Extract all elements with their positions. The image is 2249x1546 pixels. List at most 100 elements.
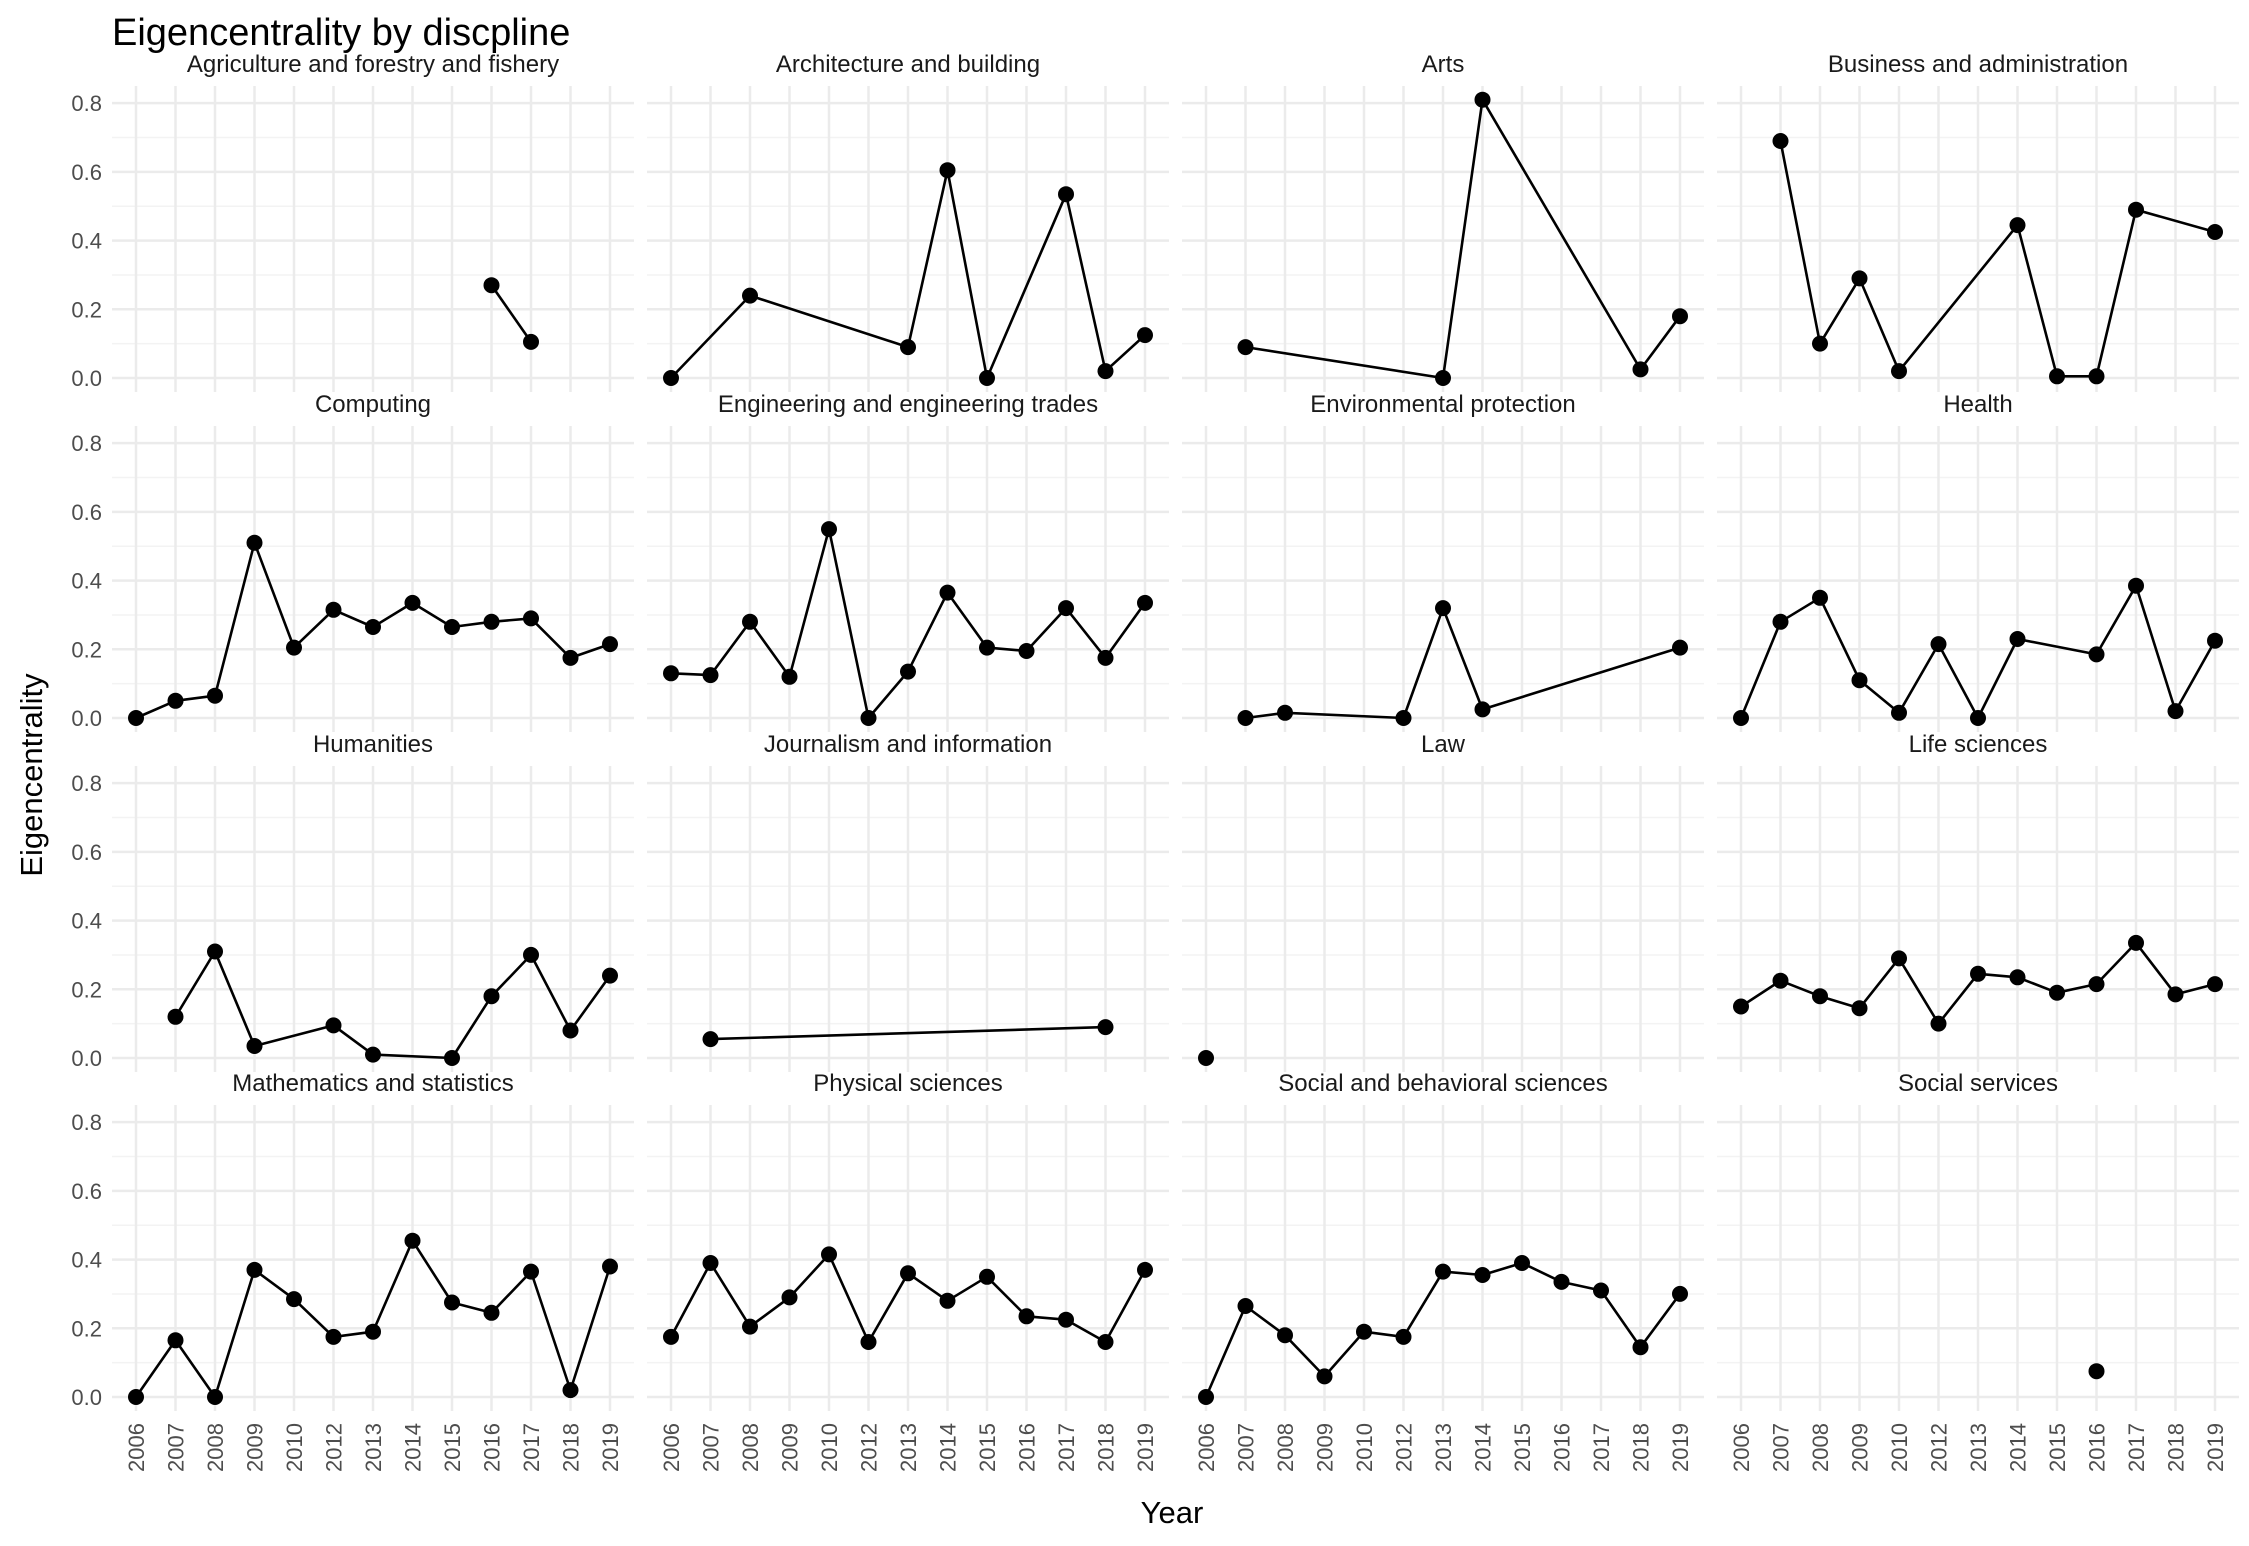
data-point — [742, 287, 758, 304]
data-point — [742, 1318, 758, 1335]
x-tick-label: 2013 — [896, 1423, 921, 1472]
x-tick-label: 2019 — [598, 1423, 623, 1472]
data-point — [1851, 1000, 1868, 1017]
y-tick-label: 0.4 — [71, 909, 102, 934]
x-tick-label: 2015 — [2045, 1423, 2070, 1472]
data-point — [523, 946, 539, 963]
data-point — [1058, 600, 1074, 617]
panel-title: Social and behavioral sciences — [1278, 1070, 1608, 1097]
panel: Business and administration — [1717, 51, 2239, 392]
panel-title: Business and administration — [1828, 51, 2128, 78]
panel: Mathematics and statistics 0.0 0.2 0.4 0.6 0.… — [71, 1070, 634, 1472]
data-point — [444, 1050, 460, 1066]
data-point — [523, 333, 539, 350]
panel: Journalism and information — [647, 731, 1169, 1072]
data-point — [663, 370, 679, 386]
x-tick-label: 2012 — [857, 1423, 882, 1472]
data-point — [1812, 589, 1828, 606]
data-point — [702, 667, 719, 684]
data-point — [167, 1332, 184, 1349]
x-tick-label: 2019 — [1668, 1423, 1693, 1472]
data-point — [483, 613, 500, 630]
data-point — [1097, 649, 1114, 666]
x-tick-label: 2015 — [1510, 1423, 1535, 1472]
data-point — [1237, 710, 1254, 726]
data-point — [1772, 972, 1789, 989]
x-tick-label: 2012 — [322, 1423, 347, 1472]
x-tick-label: 2013 — [1431, 1423, 1456, 1472]
x-tick-label: 2012 — [1927, 1423, 1952, 1472]
data-point — [1851, 270, 1868, 287]
data-point — [1733, 710, 1749, 726]
data-point — [325, 601, 342, 618]
x-tick-label: 2017 — [2124, 1423, 2149, 1472]
x-tick-label: 2006 — [1729, 1423, 1754, 1472]
chart-title: Eigencentrality by discpline — [112, 12, 570, 54]
data-point — [900, 663, 916, 680]
data-point — [207, 1389, 223, 1405]
y-axis-label: Eigencentrality — [14, 673, 49, 877]
data-point — [2009, 631, 2026, 647]
panel: Social and behavioral sciences 2006 2007 20… — [1182, 1070, 1704, 1472]
x-axis-label: Year — [1141, 1495, 1204, 1530]
x-tick-label: 2015 — [975, 1423, 1000, 1472]
data-point — [523, 610, 539, 627]
data-point — [207, 687, 223, 704]
x-tick-label: 2019 — [1133, 1423, 1158, 1472]
data-point — [1018, 643, 1035, 659]
data-point — [2128, 577, 2144, 594]
data-point — [1058, 186, 1074, 203]
data-point — [128, 1389, 144, 1405]
x-tick-label: 2010 — [282, 1423, 307, 1472]
x-tick-label: 2014 — [2006, 1423, 2031, 1472]
panel: Physical sciences 2006 2007 2008 2009 2010 201… — [647, 1070, 1169, 1472]
panel-title: Architecture and building — [776, 51, 1040, 78]
series-line — [490, 284, 533, 343]
panel: Computing 0.0 0.2 0.4 0.6 0.8 — [71, 391, 634, 732]
panel: Agriculture and forestry and fishery 0.0 0… — [71, 51, 634, 392]
panel-title: Environmental protection — [1310, 391, 1575, 418]
data-point — [1474, 91, 1491, 108]
x-tick-label: 2010 — [817, 1423, 842, 1472]
panel: Arts — [1182, 51, 1704, 392]
data-point — [1891, 363, 1907, 380]
y-tick-label: 0.2 — [71, 1316, 102, 1341]
x-tick-label: 2018 — [559, 1423, 584, 1472]
x-tick-label: 2007 — [164, 1423, 189, 1472]
x-tick-label: 2016 — [1550, 1423, 1575, 1472]
data-point — [979, 370, 995, 386]
data-point — [1772, 613, 1789, 630]
data-point — [2167, 703, 2184, 720]
data-point — [325, 1017, 342, 1034]
x-tick-label: 2007 — [1769, 1423, 1794, 1472]
x-tick-label: 2008 — [738, 1423, 763, 1472]
data-point — [2088, 976, 2105, 993]
data-point — [444, 619, 460, 635]
data-point — [1970, 965, 1986, 982]
data-point — [1851, 672, 1868, 689]
data-point — [2207, 224, 2223, 240]
x-tick-label: 2013 — [361, 1423, 386, 1472]
data-point — [1058, 1311, 1074, 1328]
data-point — [2128, 934, 2144, 951]
panel: Engineering and engineering trades — [647, 391, 1169, 732]
series-line — [1245, 98, 1682, 380]
data-point — [1772, 133, 1789, 149]
data-point — [207, 943, 223, 960]
panel-title: Health — [1943, 391, 2012, 418]
data-point — [246, 1038, 263, 1054]
x-tick-label: 2017 — [1589, 1423, 1614, 1472]
y-tick-label: 0.8 — [71, 771, 102, 796]
data-point — [1733, 998, 1749, 1015]
data-point — [702, 1255, 719, 1271]
data-point — [1435, 370, 1451, 386]
data-point — [1198, 1389, 1214, 1405]
data-point — [1553, 1273, 1570, 1290]
panel: Social services 2006 2007 2008 2009 2010 2012 2… — [1717, 1070, 2239, 1472]
data-point — [1891, 704, 1907, 721]
x-tick-label: 2014 — [936, 1423, 961, 1472]
data-point — [562, 649, 579, 666]
panel-title: Life sciences — [1909, 731, 2048, 758]
x-tick-label: 2006 — [1194, 1423, 1219, 1472]
